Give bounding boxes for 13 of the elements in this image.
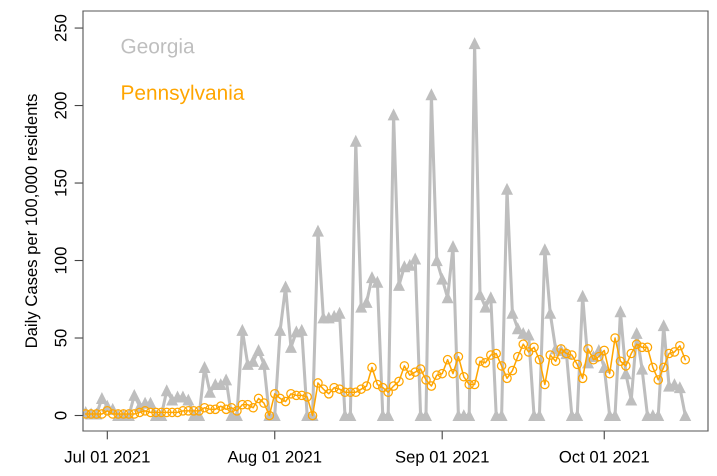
text: Pennsylvania xyxy=(122,84,244,104)
y-tick-label: 150 xyxy=(54,170,67,196)
text: Georgia xyxy=(122,38,195,58)
x-tick-label: Aug 01 2021 xyxy=(228,450,322,466)
y-tick-label: 200 xyxy=(54,92,67,119)
y-tick-label: 50 xyxy=(54,329,67,347)
x-tick-label: Oct 01 2021 xyxy=(560,450,649,463)
x-tick-label: Jul 01 2021 xyxy=(64,450,150,463)
x-tick-label: Sep 01 2021 xyxy=(396,450,489,466)
y-tick-label: 100 xyxy=(54,247,67,274)
y-tick-label: 250 xyxy=(54,14,67,42)
y-tick-label: 0 xyxy=(54,412,67,420)
y-axis-title: Daily Cases per 100,000 residents xyxy=(24,94,40,348)
